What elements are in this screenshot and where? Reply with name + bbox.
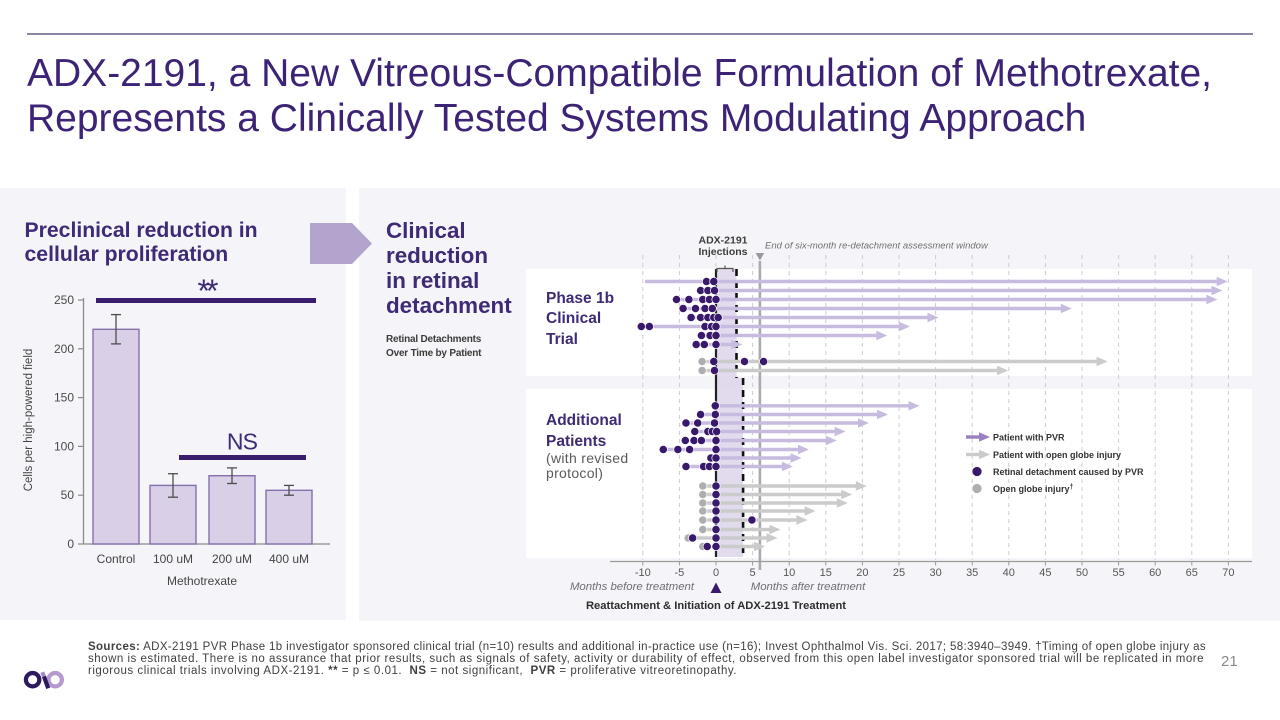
svg-text:200 uM: 200 uM	[212, 552, 252, 566]
svg-text:45: 45	[1039, 567, 1051, 579]
svg-text:40: 40	[1003, 567, 1015, 579]
svg-text:10: 10	[783, 567, 795, 579]
svg-text:Retinal detachment caused by P: Retinal detachment caused by PVR	[993, 467, 1144, 477]
svg-text:5: 5	[750, 567, 756, 579]
svg-text:150: 150	[54, 391, 74, 405]
svg-text:Months before treatment: Months before treatment	[570, 581, 695, 593]
svg-text:35: 35	[966, 567, 978, 579]
svg-text:End of six-month re-detachment: End of six-month re-detachment assessmen…	[765, 241, 989, 252]
svg-text:0: 0	[67, 537, 74, 551]
svg-text:100: 100	[54, 439, 74, 453]
svg-text:Cells per high-powered field: Cells per high-powered field	[23, 349, 35, 492]
svg-text:15: 15	[820, 567, 832, 579]
svg-text:60: 60	[1149, 567, 1161, 579]
svg-text:0: 0	[713, 567, 719, 579]
svg-text:70: 70	[1222, 567, 1234, 579]
svg-text:50: 50	[1076, 567, 1088, 579]
svg-text:30: 30	[929, 567, 941, 579]
svg-text:Methotrexate: Methotrexate	[167, 574, 237, 588]
svg-text:NS: NS	[227, 429, 258, 455]
svg-text:Open globe injury†: Open globe injury†	[993, 484, 1074, 494]
svg-text:100 uM: 100 uM	[153, 552, 193, 566]
svg-text:50: 50	[61, 488, 75, 502]
svg-text:250: 250	[54, 293, 74, 307]
svg-text:ADX-2191: ADX-2191	[698, 235, 747, 247]
svg-text:Control: Control	[97, 552, 136, 566]
svg-text:200: 200	[54, 342, 74, 356]
svg-text:-10: -10	[635, 567, 651, 579]
svg-text:65: 65	[1186, 567, 1198, 579]
svg-text:Patient with PVR: Patient with PVR	[993, 433, 1065, 443]
svg-text:Months after treatment: Months after treatment	[751, 581, 866, 593]
svg-text:55: 55	[1112, 567, 1124, 579]
svg-text:Patient with open globe injury: Patient with open globe injury	[993, 450, 1121, 460]
svg-text:-5: -5	[675, 567, 685, 579]
svg-text:25: 25	[893, 567, 905, 579]
svg-text:Injections: Injections	[698, 246, 747, 258]
svg-text:Reattachment & Initiation of A: Reattachment & Initiation of ADX-2191 Tr…	[586, 600, 846, 612]
svg-text:400 uM: 400 uM	[269, 552, 309, 566]
svg-text:20: 20	[856, 567, 868, 579]
